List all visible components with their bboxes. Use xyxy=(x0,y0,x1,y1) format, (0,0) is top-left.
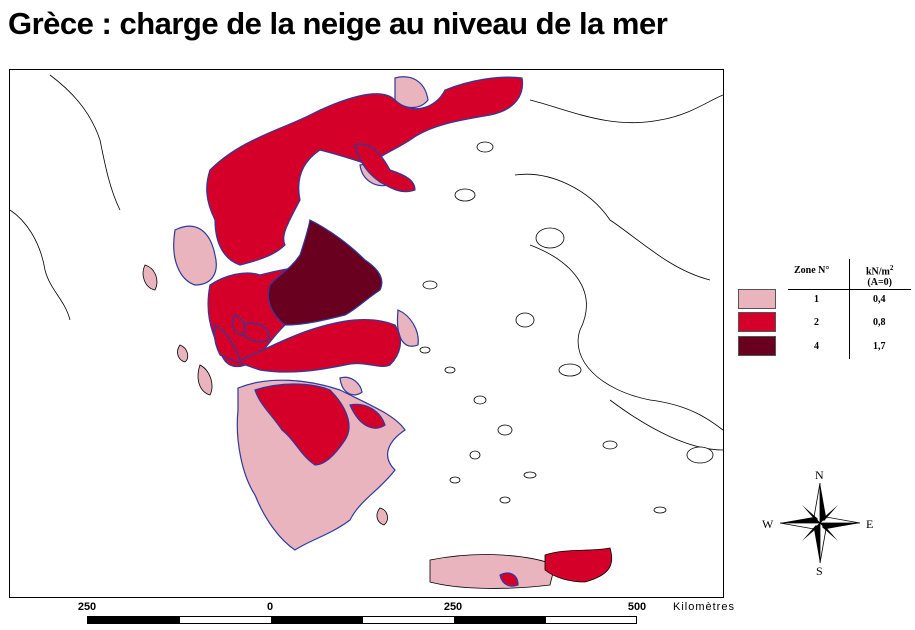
scale-segment xyxy=(88,617,180,623)
scale-bar: 250 0 250 500 Kilomètres xyxy=(60,600,760,630)
argolis-zone-2 xyxy=(349,403,386,429)
chalkidiki-zone-2 xyxy=(354,143,416,193)
island-naxos xyxy=(497,424,513,436)
corfu-zone-1 xyxy=(142,264,158,291)
island-lesbos xyxy=(535,227,565,249)
island-rhodes xyxy=(686,446,714,464)
legend-zone-value: 0,4 xyxy=(873,294,886,305)
scale-segment xyxy=(454,617,546,623)
scale-bar-graphic xyxy=(87,616,637,624)
coast-italy-heel xyxy=(10,209,71,321)
legend-zone-number: 1 xyxy=(814,294,819,305)
scale-unit: Kilomètres xyxy=(673,601,735,613)
coast-black-sea xyxy=(529,94,723,124)
scale-tick: 250 xyxy=(443,601,463,613)
island-chios xyxy=(515,312,535,328)
crete-ida-zone-2 xyxy=(499,572,519,587)
island-karpathos xyxy=(653,506,667,514)
scale-tick: 0 xyxy=(266,601,274,613)
map-title: Grèce : charge de la neige au niveau de … xyxy=(8,6,668,41)
compass-rose: N S E W xyxy=(758,466,883,581)
macedonia-thrace-zone-2 xyxy=(206,76,524,266)
greece-map xyxy=(10,74,723,589)
compass-icon xyxy=(779,482,861,564)
island-thasos xyxy=(476,141,494,153)
kythera-zone-1 xyxy=(376,507,388,526)
corinth-zone-1 xyxy=(339,376,363,396)
thessaly-zone-4 xyxy=(267,219,383,326)
legend-header-unit: kN/m2 (A=0) xyxy=(866,263,893,288)
map-frame xyxy=(9,69,724,598)
legend-unit-text: kN/m xyxy=(866,266,890,278)
coast-albania-north xyxy=(49,74,121,211)
legend-zone-value: 0,8 xyxy=(873,317,886,328)
island-kos xyxy=(602,440,618,450)
legend-header-zone: Zone N° xyxy=(794,265,830,276)
peloponnese-north-zone-2 xyxy=(254,383,350,466)
legend-swatch-zone-1 xyxy=(738,289,776,309)
legend-zone-number: 2 xyxy=(814,317,819,328)
legend-unit-exponent: 2 xyxy=(889,264,894,272)
pindus-zone-2 xyxy=(239,322,270,343)
lefkada-zone-1 xyxy=(177,344,189,363)
coast-turkey-north xyxy=(514,173,711,281)
legend-row: 1 0,4 xyxy=(736,289,911,309)
island-limnos xyxy=(454,188,476,202)
island-samos xyxy=(558,363,582,377)
aegean-islands xyxy=(419,141,714,514)
compass-east: E xyxy=(866,517,874,531)
coastlines xyxy=(10,74,723,451)
scale-segment xyxy=(271,617,363,623)
compass-west: W xyxy=(762,517,774,531)
legend: Zone N° kN/m2 (A=0) 1 0,4 2 0,8 4 1,7 xyxy=(736,259,911,364)
scale-tick: 250 xyxy=(77,601,97,613)
coast-turkey-south xyxy=(609,399,723,451)
island-kea xyxy=(419,346,431,354)
island-paros xyxy=(469,450,481,460)
crete-west-zone-1 xyxy=(429,554,556,589)
legend-row: 4 1,7 xyxy=(736,336,911,356)
island-santorini xyxy=(499,496,511,504)
compass-north: N xyxy=(815,468,824,482)
island-syros xyxy=(444,366,456,374)
legend-zone-value: 1,7 xyxy=(873,341,886,352)
scale-tick: 500 xyxy=(627,601,647,613)
legend-swatch-zone-2 xyxy=(738,312,776,332)
island-amorgos xyxy=(523,471,537,479)
legend-row: 2 0,8 xyxy=(736,312,911,332)
crete-east-zone-2 xyxy=(544,547,613,583)
epirus-south-zone-2 xyxy=(231,314,246,336)
legend-unit-condition: (A=0) xyxy=(867,277,892,289)
island-skyros xyxy=(422,280,438,290)
legend-divider-vertical xyxy=(849,259,850,359)
epirus-zone-1 xyxy=(173,225,217,286)
island-andros xyxy=(473,395,487,405)
compass-south: S xyxy=(816,564,823,578)
kefalonia-zone-1 xyxy=(197,364,213,396)
sterea-zone-2 xyxy=(213,318,402,373)
thrace-zone-1 xyxy=(394,76,429,109)
legend-swatch-zone-4 xyxy=(738,336,776,356)
legend-zone-number: 4 xyxy=(814,341,819,352)
coast-turkey-aegean xyxy=(529,244,723,431)
island-milos xyxy=(449,476,461,484)
zone-2-areas xyxy=(206,76,613,587)
